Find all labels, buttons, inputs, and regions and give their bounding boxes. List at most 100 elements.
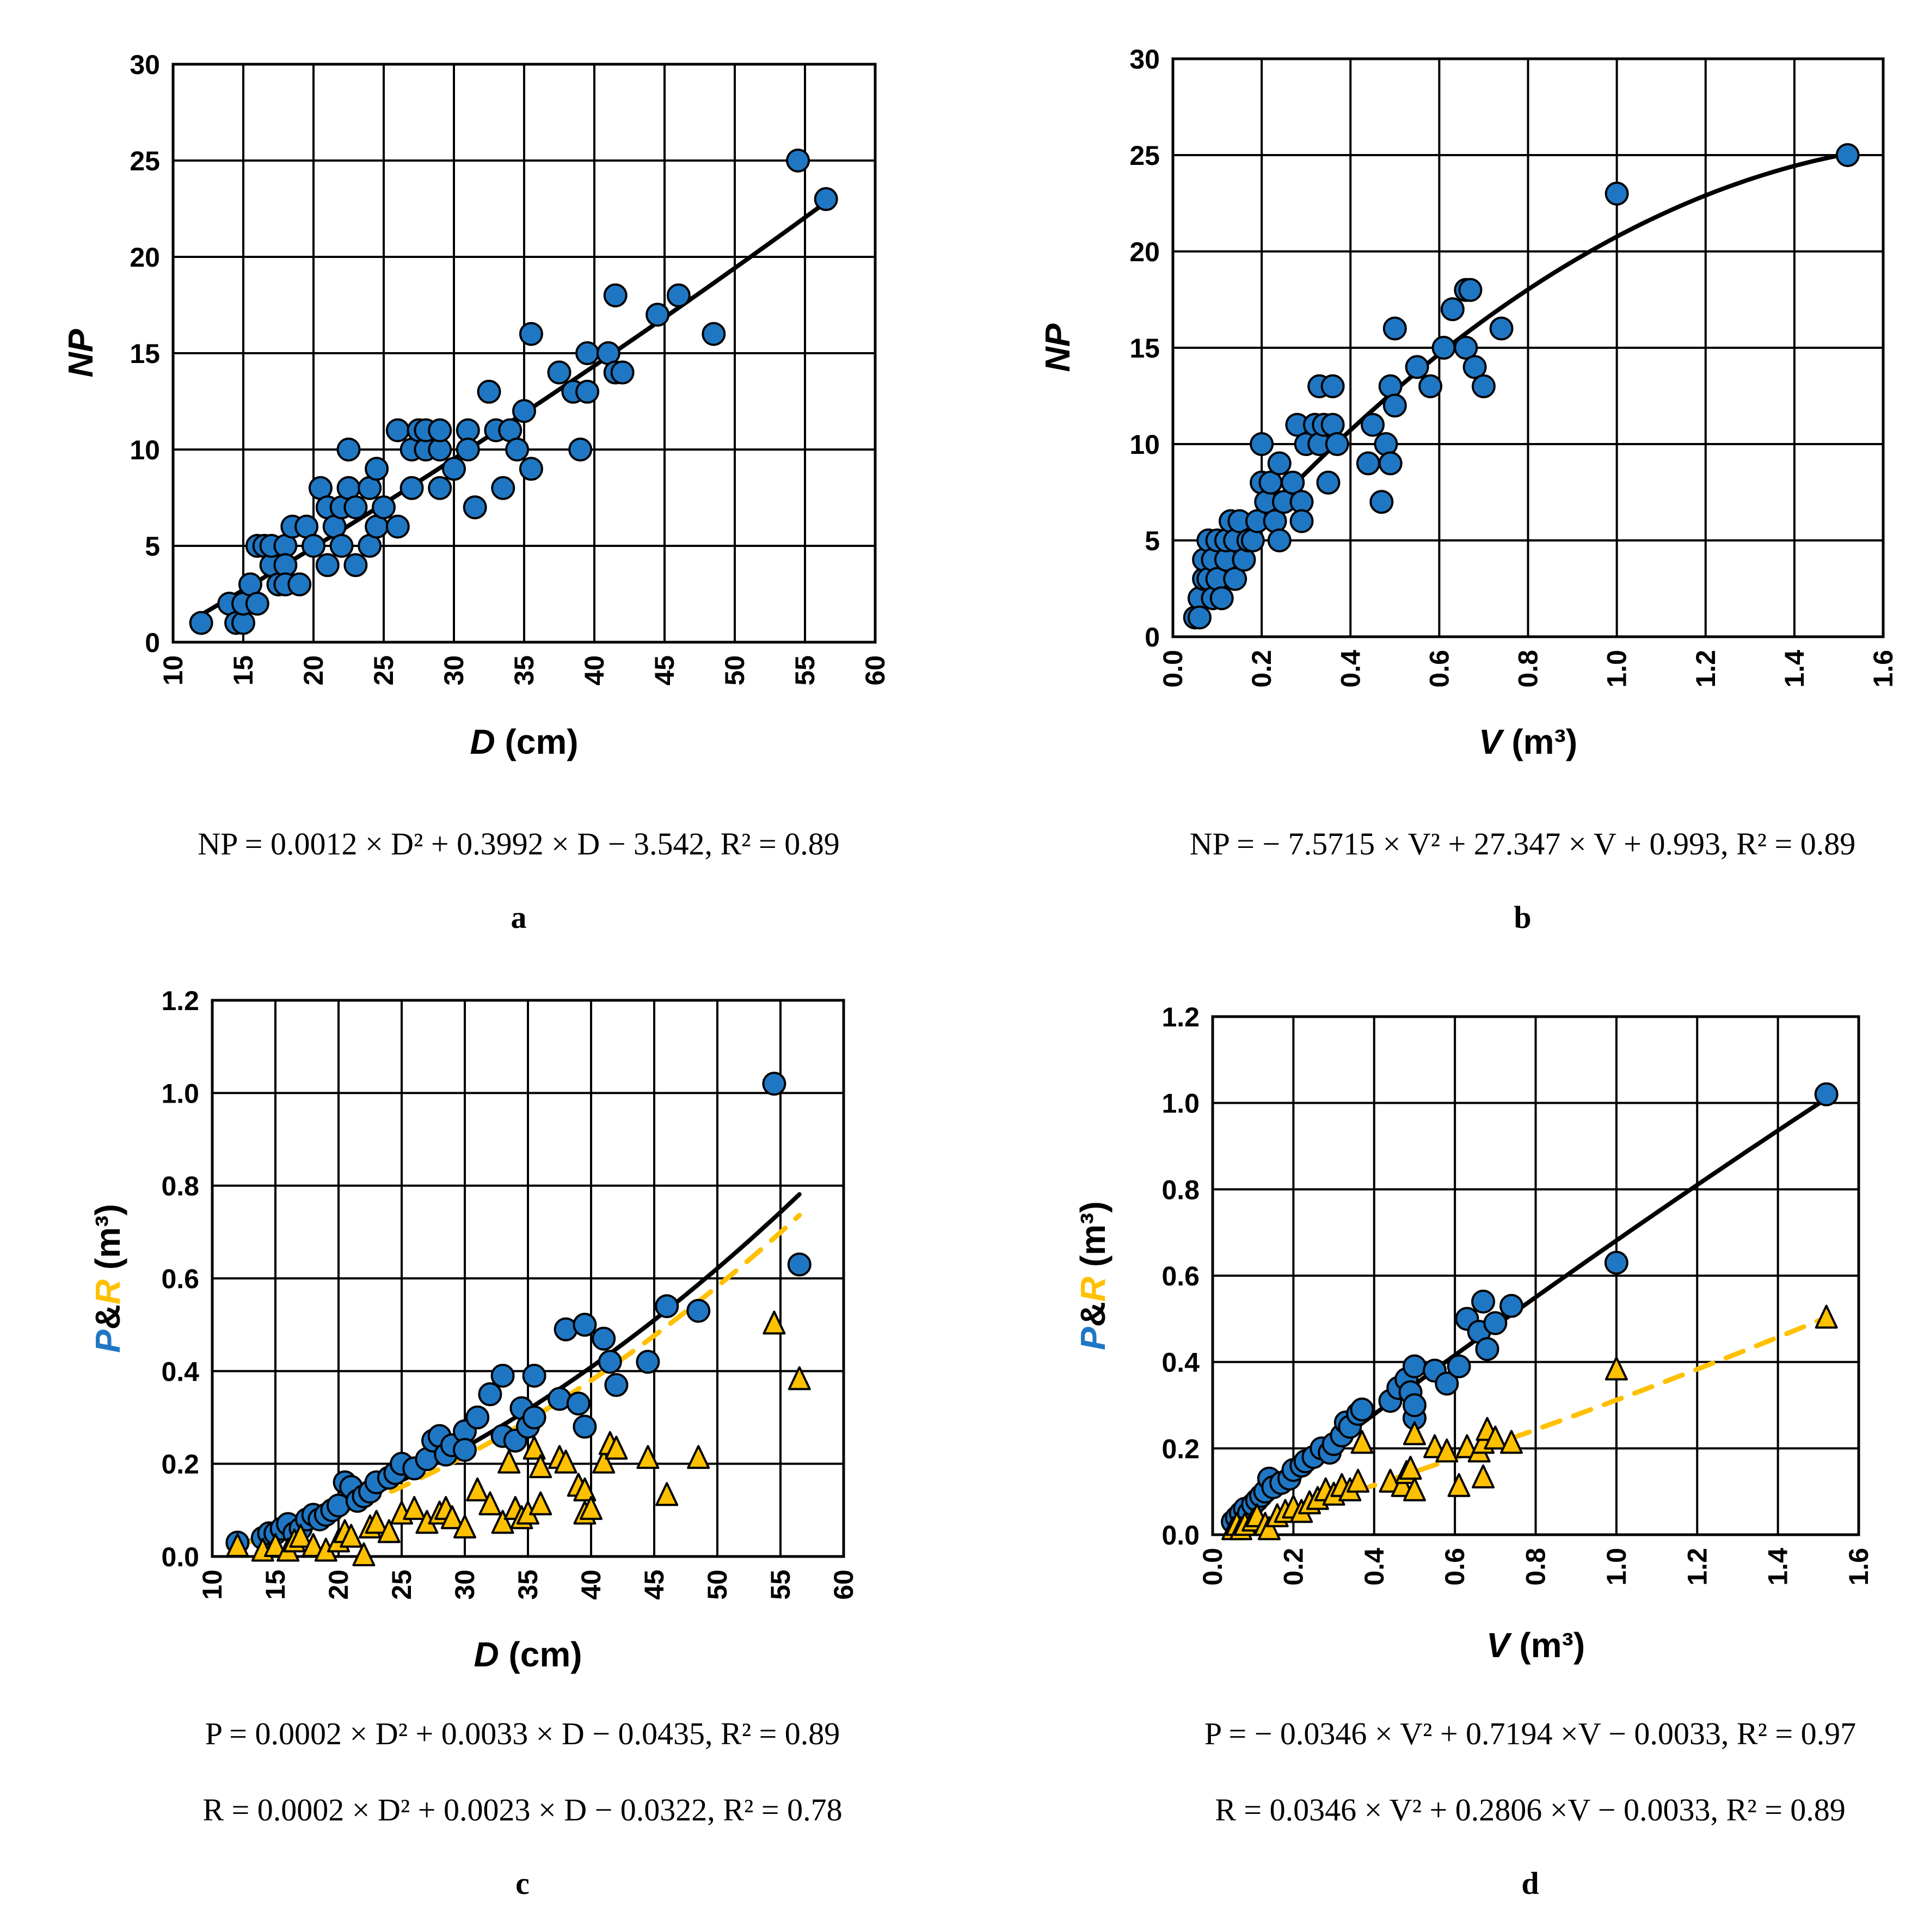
data-point-r: [523, 1436, 546, 1460]
data-point-r: [1484, 1425, 1507, 1450]
y-axis-var-p: P: [1073, 1327, 1112, 1350]
data-point-r: [1499, 1430, 1523, 1454]
data-point-np: [1431, 336, 1456, 360]
data-point-p: [478, 1382, 502, 1406]
x-tick-label: 1.4: [1779, 650, 1810, 688]
plot-frame: [1211, 1015, 1860, 1536]
y-tick-label: 20: [1129, 237, 1160, 267]
data-point-p: [655, 1294, 679, 1319]
x-tick-label: 0.4: [1335, 650, 1366, 688]
y-axis-amp: &: [1073, 1302, 1112, 1327]
data-point-np: [1454, 336, 1478, 360]
chart-c: 0.0 0.2 0.4 0.6 0.8 1.0 1.2 10 15 20 25 30 35 40 45 50 5…: [88, 986, 859, 1901]
x-tick-label: 0.6: [1440, 1548, 1470, 1586]
y-axis-label: P&R (m³): [88, 1204, 127, 1353]
y-tick-label: 1.0: [1161, 1088, 1200, 1119]
data-point-np: [519, 457, 543, 481]
data-point-np: [1405, 355, 1429, 379]
data-point-r: [377, 1519, 401, 1543]
data-point-p: [522, 1363, 546, 1388]
r-fit-curve: [235, 1213, 802, 1548]
data-point-np: [1289, 509, 1314, 533]
data-point-p: [636, 1350, 660, 1374]
data-point-np: [1378, 374, 1403, 398]
data-point-np: [365, 457, 389, 481]
panel-label: d: [1521, 1866, 1539, 1901]
y-tick-label: 0.4: [161, 1356, 199, 1387]
data-point-np: [385, 418, 410, 442]
data-point-np: [568, 438, 593, 462]
data-point-p: [573, 1414, 597, 1439]
data-point-np: [399, 476, 424, 500]
data-point-p: [522, 1405, 546, 1430]
data-point-np: [603, 283, 628, 307]
plot-frame: [211, 999, 845, 1558]
data-point-np: [1378, 451, 1403, 476]
data-point-np: [814, 187, 838, 211]
x-axis-unit: (m³): [1502, 722, 1578, 761]
data-point-np: [302, 534, 325, 558]
x-tick-label: 40: [579, 655, 610, 686]
data-point-np: [1209, 586, 1234, 611]
y-tick-label: 25: [1129, 140, 1160, 171]
data-point-np: [315, 553, 340, 577]
y-tick-label: 30: [130, 50, 160, 80]
x-tick-label: 40: [576, 1570, 606, 1600]
y-tick-label: 0.6: [1161, 1261, 1200, 1291]
data-point-np: [1325, 432, 1349, 456]
y-axis-unit: (m³): [88, 1204, 127, 1279]
y-tick-label: 15: [1129, 333, 1160, 364]
data-point-np: [512, 399, 536, 423]
equation: R = 0.0002 × D² + 0.0023 × D − 0.0322, R…: [202, 1792, 842, 1828]
data-point-r: [1435, 1438, 1459, 1463]
y-tick-label: 5: [145, 531, 160, 562]
y-axis-var-r: R: [88, 1279, 127, 1305]
data-point-p: [1402, 1393, 1427, 1417]
data-point-np: [702, 322, 726, 346]
data-point-r: [440, 1505, 464, 1529]
x-tick-label: 25: [386, 1570, 417, 1600]
y-tick-label: 10: [1129, 429, 1160, 460]
data-point-np: [575, 379, 600, 404]
data-point-np: [1835, 143, 1860, 167]
data-point-np: [1471, 374, 1496, 398]
x-tick-label: 35: [509, 655, 539, 686]
y-tick-label: 20: [130, 242, 160, 273]
data-point-np: [1489, 316, 1514, 341]
y-tick-label: 0.2: [1161, 1433, 1200, 1464]
data-point-r: [264, 1533, 287, 1557]
data-point-np: [1356, 451, 1380, 476]
data-point-np: [610, 360, 635, 385]
data-point-np: [385, 514, 410, 539]
chart-d: 0.0 0.2 0.4 0.6 0.8 1.0 1.2 0.0 0.2 0.4 0.6 0.8 1.0 1…: [1073, 1002, 1874, 1901]
data-point-np: [575, 341, 600, 365]
data-point-r: [788, 1366, 811, 1390]
equation: NP = 0.0012 × D² + 0.3992 × D − 3.542, R…: [198, 826, 839, 862]
fit-curve: [1192, 151, 1850, 594]
data-point-r: [352, 1542, 376, 1566]
x-tick-label: 10: [158, 655, 188, 686]
data-point-p: [1475, 1337, 1499, 1361]
data-point-r: [1472, 1464, 1495, 1488]
x-tick-label: 0.8: [1521, 1548, 1551, 1586]
y-axis-label: NP: [61, 329, 100, 377]
data-point-r: [1399, 1456, 1422, 1480]
data-point-p: [573, 1313, 597, 1337]
data-point-p: [604, 1373, 629, 1397]
data-point-p: [490, 1363, 515, 1388]
x-axis-label: D (cm): [474, 1635, 582, 1674]
data-point-np: [1240, 528, 1265, 552]
data-point-p: [598, 1350, 622, 1374]
x-tick-label: 1.0: [1602, 650, 1632, 688]
data-point-np: [1369, 490, 1394, 514]
x-axis-label: V (m³): [1479, 722, 1577, 761]
x-tick-label: 0.8: [1513, 650, 1544, 688]
data-point-np: [329, 534, 354, 558]
y-tick-label: 0.0: [1161, 1520, 1200, 1550]
y-axis-unit: (m³): [1073, 1201, 1112, 1277]
data-point-np: [1267, 528, 1292, 552]
data-point-np: [477, 379, 501, 404]
data-point-r: [529, 1454, 552, 1479]
x-axis-var: D: [470, 722, 495, 761]
data-point-p: [1447, 1354, 1471, 1379]
